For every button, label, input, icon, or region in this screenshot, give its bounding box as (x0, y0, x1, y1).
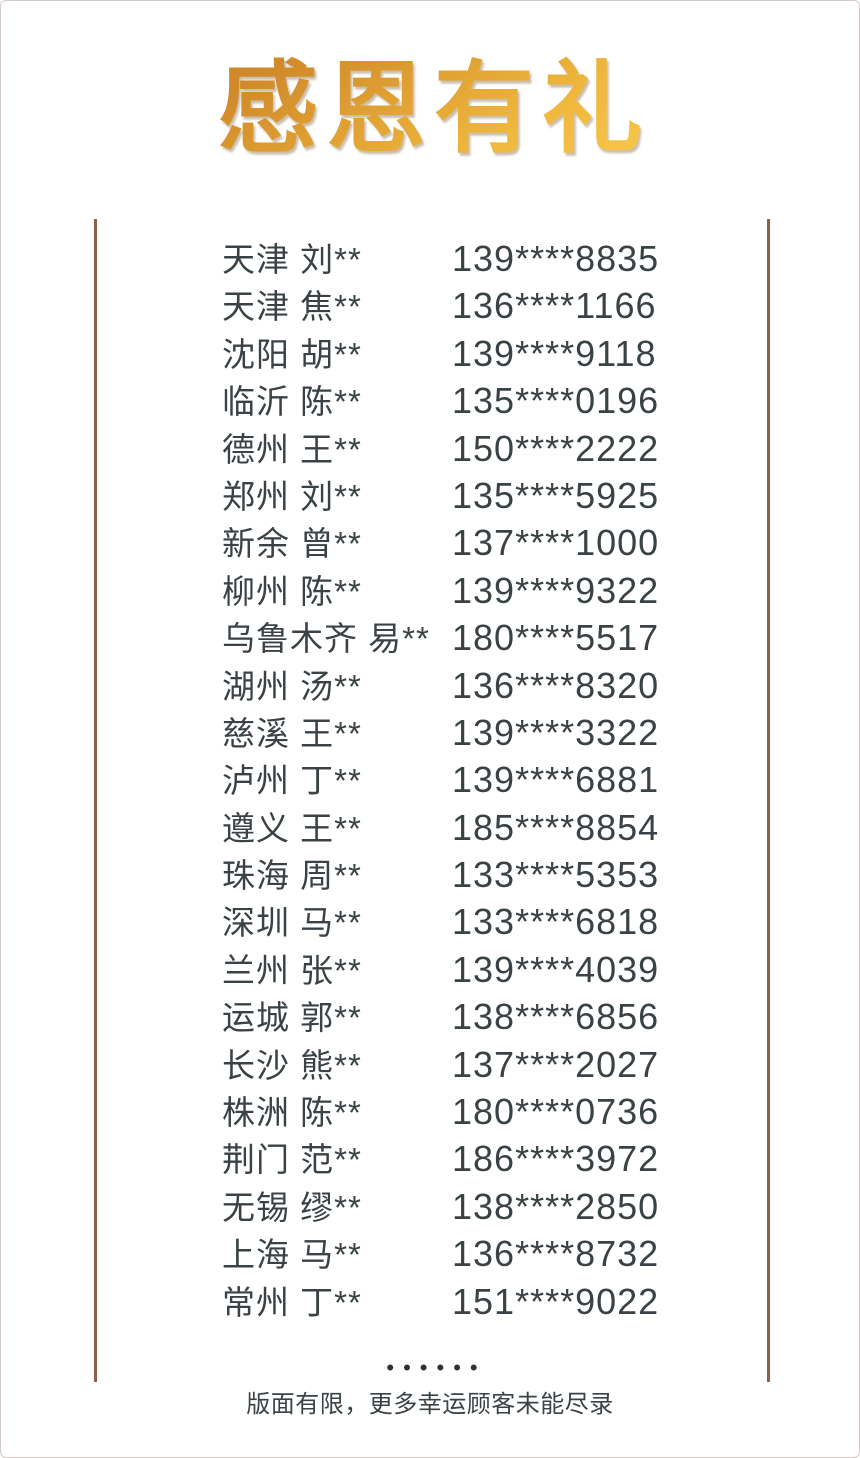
winner-name: 新余 曾** (222, 525, 362, 563)
winner-name: 德州 王** (222, 430, 362, 468)
winner-name: 慈溪 王** (222, 714, 362, 752)
winner-name: 兰州 张** (222, 951, 362, 989)
winner-name: 上海 马** (222, 1236, 362, 1274)
winner-name: 无锡 缪** (222, 1188, 362, 1226)
winner-row: 常州 丁** 151****9022 (97, 1278, 767, 1325)
winner-phone: 137****2027 (452, 1043, 660, 1085)
winner-row: 慈溪 王** 139****3322 (97, 709, 767, 756)
winner-name: 柳州 陈** (222, 572, 362, 610)
winner-phone: 138****2850 (452, 1185, 660, 1227)
ellipsis-dots: •••••• (386, 1354, 487, 1380)
winner-row: 运城 郭** 138****6856 (97, 993, 767, 1040)
winner-row: 新余 曾** 137****1000 (97, 519, 767, 566)
winner-phone: 135****0196 (452, 380, 660, 422)
winner-name: 运城 郭** (222, 999, 362, 1037)
winner-phone: 139****3322 (452, 711, 660, 753)
winner-row: 郑州 刘** 135****5925 (97, 472, 767, 519)
winner-row: 株洲 陈** 180****0736 (97, 1088, 767, 1135)
winner-phone: 139****8835 (452, 238, 660, 279)
winner-name: 天津 刘** (222, 241, 362, 278)
winner-name: 珠海 周** (222, 857, 362, 895)
winner-phone: 135****5925 (452, 474, 660, 516)
winner-phone: 133****5353 (452, 854, 660, 896)
winner-name: 沈阳 胡** (222, 335, 362, 373)
winner-phone: 138****6856 (452, 996, 660, 1038)
page-title: 感恩有礼 (1, 53, 859, 163)
winner-name: 遵义 王** (222, 809, 362, 847)
winner-phone: 137****1000 (452, 522, 660, 564)
winner-phone: 136****8732 (452, 1233, 660, 1275)
winner-phone: 133****6818 (452, 901, 660, 943)
winner-name: 深圳 马** (222, 904, 362, 942)
winner-phone: 139****6881 (452, 759, 660, 801)
winner-name: 湖州 汤** (222, 667, 362, 705)
winner-row: 遵义 王** 185****8854 (97, 804, 767, 851)
winner-row: 长沙 熊** 137****2027 (97, 1041, 767, 1088)
winner-row: 荆门 范** 186****3972 (97, 1135, 767, 1182)
winner-phone: 185****8854 (452, 806, 660, 848)
winner-row: 兰州 张** 139****4039 (97, 946, 767, 993)
winner-row: 深圳 马** 133****6818 (97, 898, 767, 945)
winner-name: 临沂 陈** (222, 383, 362, 421)
winner-row: 乌鲁木齐 易** 180****5517 (97, 614, 767, 661)
winner-row: 柳州 陈** 139****9322 (97, 567, 767, 614)
winner-name: 常州 丁** (222, 1283, 362, 1321)
footer-note: 版面有限，更多幸运顾客未能尽录 (246, 1391, 614, 1418)
winner-row: 泸州 丁** 139****6881 (97, 756, 767, 803)
winner-name: 荆门 范** (222, 1141, 362, 1179)
winners-panel: 天津 刘** 139****8835 天津 焦** 136****1166 沈阳… (94, 219, 770, 1382)
winner-row: 德州 王** 150****2222 (97, 425, 767, 472)
winner-phone: 186****3972 (452, 1138, 660, 1180)
winner-row: 上海 马** 136****8732 (97, 1230, 767, 1277)
winner-name: 长沙 熊** (222, 1046, 362, 1084)
winner-name: 泸州 丁** (222, 762, 362, 800)
winner-name: 株洲 陈** (222, 1094, 362, 1132)
winner-row: 湖州 汤** 136****8320 (97, 662, 767, 709)
winner-phone: 180****5517 (452, 617, 660, 659)
winner-row: 珠海 周** 133****5353 (97, 851, 767, 898)
winner-phone: 151****9022 (452, 1280, 660, 1322)
winner-phone: 136****1166 (452, 285, 657, 327)
winner-phone: 139****4039 (452, 948, 660, 990)
winner-row: 无锡 缪** 138****2850 (97, 1183, 767, 1230)
winner-row: 沈阳 胡** 139****9118 (97, 330, 767, 377)
winner-row: 天津 刘** 139****8835 (97, 235, 767, 282)
winner-phone: 136****8320 (452, 664, 660, 706)
winner-row: 临沂 陈** 135****0196 (97, 377, 767, 424)
winner-phone: 180****0736 (452, 1091, 660, 1133)
winner-phone: 139****9322 (452, 569, 660, 611)
winner-phone: 150****2222 (452, 427, 660, 469)
winner-name: 乌鲁木齐 易** (222, 620, 430, 658)
winner-name: 郑州 刘** (222, 477, 362, 515)
winners-list: 天津 刘** 139****8835 天津 焦** 136****1166 沈阳… (97, 219, 767, 1325)
winner-row: 天津 焦** 136****1166 (97, 282, 767, 329)
winner-name: 天津 焦** (222, 288, 362, 326)
winner-phone: 139****9118 (452, 332, 657, 374)
